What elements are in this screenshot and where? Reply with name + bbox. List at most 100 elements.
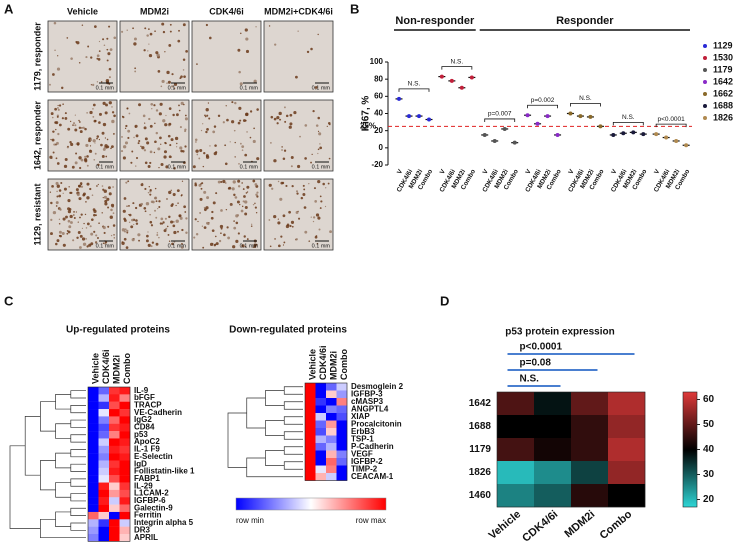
heatmap-cell (336, 413, 348, 421)
stained-nucleus (79, 234, 83, 238)
heatmap-cell (98, 453, 110, 461)
row-label: IGFBP-6 (134, 496, 166, 505)
stained-nucleus (202, 123, 204, 125)
heatmap-cell (109, 534, 120, 542)
stained-nucleus (268, 219, 271, 221)
stained-nucleus (121, 30, 124, 33)
stained-nucleus (110, 203, 115, 207)
stained-nucleus (244, 245, 247, 248)
stained-nucleus (74, 114, 76, 116)
stained-nucleus (111, 111, 115, 114)
heatmap-cell (98, 438, 110, 446)
heatmap-cell (119, 401, 131, 410)
stained-nucleus (92, 83, 95, 87)
stained-nucleus (319, 143, 321, 145)
stained-nucleus (314, 200, 317, 203)
stained-nucleus (79, 166, 82, 170)
micrograph (191, 178, 262, 251)
heatmap-cell (534, 438, 572, 462)
stained-nucleus (304, 230, 308, 234)
stained-nucleus (225, 105, 227, 107)
legend-label: 1662 (713, 88, 733, 98)
data-point (631, 130, 636, 135)
data-point (568, 111, 573, 116)
heatmap-cell (119, 504, 131, 513)
stained-nucleus (144, 187, 147, 191)
dendrogram (70, 478, 86, 487)
stained-nucleus (55, 157, 58, 160)
stained-nucleus (239, 82, 243, 86)
heatmap-cell (119, 526, 131, 535)
row-label: VEGF (351, 449, 373, 458)
dendrogram (283, 446, 303, 455)
stained-nucleus (123, 197, 127, 200)
row-label: TSP-1 (351, 434, 374, 443)
stained-nucleus (147, 231, 149, 233)
stained-nucleus (231, 101, 234, 104)
stained-nucleus (171, 73, 174, 76)
stained-nucleus (256, 108, 259, 111)
stained-nucleus (173, 87, 176, 90)
stained-nucleus (233, 226, 237, 230)
stained-nucleus (237, 121, 241, 125)
stained-nucleus (295, 190, 299, 193)
stained-nucleus (86, 155, 89, 158)
stained-nucleus (147, 165, 151, 169)
stained-nucleus (195, 141, 197, 143)
data-point (621, 131, 626, 136)
stained-nucleus (54, 121, 57, 124)
stained-nucleus (249, 136, 252, 139)
x-tick-label: V (439, 168, 448, 176)
stained-nucleus (57, 107, 59, 109)
stained-nucleus (140, 183, 144, 187)
significance-label: N.S. (451, 58, 464, 65)
stained-nucleus (143, 126, 147, 130)
stained-nucleus (155, 200, 158, 203)
stained-nucleus (52, 130, 55, 133)
scale-bar-label: 0.1 mm (312, 85, 331, 91)
stained-nucleus (55, 201, 59, 205)
stained-nucleus (122, 145, 127, 149)
stained-nucleus (112, 186, 114, 188)
dendrogram (55, 511, 71, 527)
stained-nucleus (236, 200, 240, 204)
heatmap-cell (497, 438, 535, 462)
stained-nucleus (96, 237, 99, 240)
stained-nucleus (151, 108, 153, 110)
stained-nucleus (113, 36, 117, 40)
stained-nucleus (237, 48, 241, 52)
stained-nucleus (178, 104, 180, 107)
data-point (439, 74, 444, 79)
heatmap-cell (98, 416, 110, 424)
stained-nucleus (110, 208, 113, 212)
dendrogram (40, 518, 86, 539)
heatmap-cell (98, 489, 110, 498)
stained-nucleus (91, 194, 94, 196)
stained-nucleus (137, 233, 141, 237)
stained-nucleus (241, 145, 245, 149)
heatmap-cell (326, 473, 337, 481)
scale-bar-label: 0.1 mm (96, 243, 115, 249)
stained-nucleus (243, 235, 246, 238)
stained-nucleus (50, 218, 53, 221)
stained-nucleus (213, 244, 216, 247)
heatmap-cell (571, 461, 609, 485)
heatmap-cell (326, 450, 337, 459)
heatmap-cell (534, 484, 572, 508)
stained-nucleus (204, 115, 207, 118)
heatmap-cell (119, 475, 131, 483)
stained-nucleus (105, 79, 110, 83)
heatmap-cell (88, 482, 99, 491)
stained-nucleus (59, 234, 62, 238)
heatmap-cell (315, 443, 327, 451)
stained-nucleus (312, 110, 315, 113)
stained-nucleus (241, 182, 243, 184)
stained-nucleus (101, 212, 103, 214)
stained-nucleus (310, 47, 313, 51)
data-point (417, 114, 421, 119)
heatmap-cell (88, 497, 99, 505)
legend-label: 1129 (713, 40, 733, 50)
x-tick-label: V (482, 168, 491, 176)
stained-nucleus (246, 185, 250, 189)
stained-nucleus (241, 244, 245, 248)
